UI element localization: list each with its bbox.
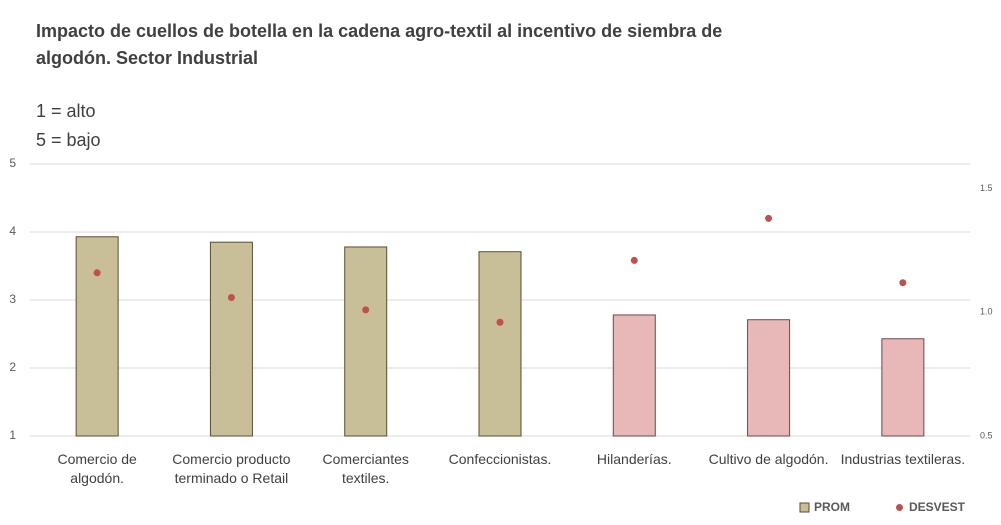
bar [747,319,791,437]
x-tick-label: Industrias textileras. [840,451,966,467]
dot [362,306,370,314]
dot [630,256,638,264]
x-tick-label: Comercio de algodón. [57,451,137,486]
legend-swatch [896,504,903,511]
y2-tick-label: 0.5 [980,430,993,440]
y-tick-label: 1 [9,428,16,442]
subtitle: 1 = alto [36,101,96,121]
y-tick-label: 2 [9,360,16,374]
dot [899,279,907,287]
dot [227,294,235,302]
bar [344,246,388,437]
legend-label: DESVEST [909,500,966,514]
x-tick-label: Cultivo de algodón. [708,451,829,467]
dot [765,214,773,222]
legend-label: PROM [814,500,850,514]
x-tick-label: Comercio producto terminado o Retail [172,451,291,486]
y-tick-label: 5 [9,156,16,170]
y-tick-label: 4 [9,224,16,238]
bar [75,236,119,437]
y2-tick-label: 1.0 [980,307,993,317]
bar [209,241,253,437]
dot [93,269,101,277]
x-tick-label: Comerciantes textiles. [322,451,409,486]
chart-title: Impacto de cuellos de botella en la cade… [36,21,723,68]
x-tick-label: Confeccionistas. [448,451,552,467]
legend-swatch [799,502,810,513]
bar [612,314,656,437]
y-tick-label: 3 [9,292,16,306]
bar [881,338,925,437]
subtitle: 5 = bajo [36,130,101,150]
dot [496,318,504,326]
y2-tick-label: 1.5 [980,183,993,193]
bar [478,251,522,437]
x-tick-label: Hilanderías. [596,451,672,467]
